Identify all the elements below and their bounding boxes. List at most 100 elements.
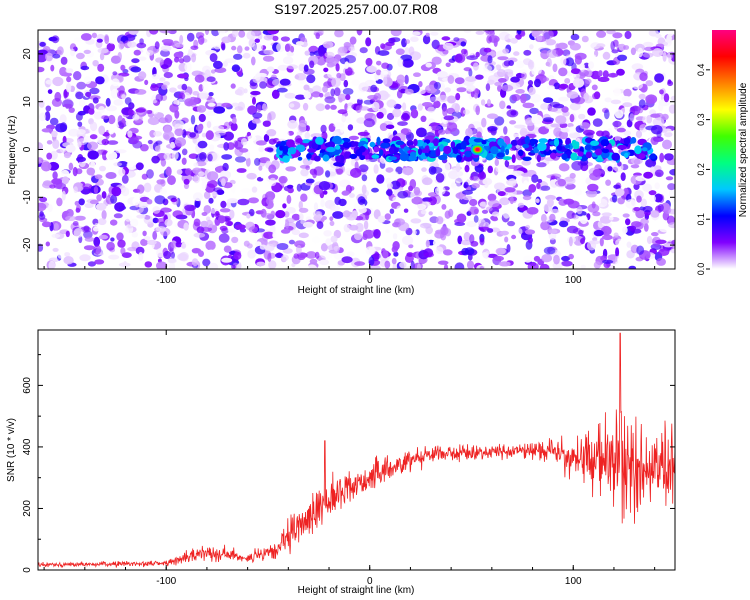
spectrogram-cell [391,246,398,253]
spectrogram-cell [668,222,675,229]
spectrogram-peak [475,147,480,152]
spectrogram-cell [38,66,45,73]
signal-band-cell [389,146,395,155]
spectrogram-cell [386,112,395,121]
signal-band-cell [373,146,380,153]
spectrogram-cell [302,221,314,228]
spectrogram-cell [560,127,570,133]
spectrogram-cell [309,60,315,69]
spectrogram-cell [558,67,568,77]
spectrogram-cell [96,194,102,202]
spectrogram-cell [168,261,176,269]
spectrogram-cell [217,30,226,36]
spectrogram-cell [525,224,531,230]
spectrogram-cell [183,178,190,185]
signal-band-cell [543,149,553,156]
spectrogram-cell [315,32,321,39]
spectrogram-cell [382,250,389,259]
spectrogram-cell [666,34,672,44]
spectrogram-cell [599,237,604,247]
spectrogram-cell [247,135,257,142]
signal-band-cell [561,153,568,160]
spectrogram-cell [383,76,388,85]
spectrogram-cell [659,152,665,163]
spectrogram-cell [332,211,344,219]
spectrogram-cell [622,213,630,218]
spectrogram-cell [330,88,336,97]
signal-band-cell [417,148,423,156]
signal-band-cell [510,139,519,146]
spectrogram-cell [393,251,399,257]
spectrogram-cell [258,165,263,171]
spectrogram-cell [587,183,599,192]
spectrogram-cell [218,233,230,243]
signal-band-cell [388,156,397,161]
spectrogram-cell [591,54,597,60]
spectrogram-cell [61,190,66,201]
spectrogram-cell [560,56,567,66]
signal-band-cell [279,145,284,151]
spectrogram-cell [416,127,427,138]
spectrogram-cell [108,254,120,260]
spectrogram-cell [662,51,667,62]
spectrogram-cell [119,221,124,226]
spectrogram-cell [192,91,199,96]
spectrogram-cell [313,202,319,212]
spectrogram-cell [655,239,667,244]
spectrogram-cell [496,69,506,78]
spectrogram-cell [200,226,213,232]
spectrogram-cell [231,45,237,51]
spectrogram-cell [88,108,95,115]
spectrogram-cell [190,114,196,125]
spectrogram-cell [421,102,433,107]
spectrogram-cell [248,226,258,233]
spectrogram-cell [425,62,432,68]
spectrogram-cell [97,47,109,54]
spectrogram-cell [118,40,124,50]
spectrogram-cell [655,33,662,39]
spectrogram-cell [479,201,491,207]
spectrogram-cell [86,167,96,176]
spectrogram-cell [385,177,392,185]
spectrogram-cell [134,252,140,260]
spectrogram-cell [199,46,206,52]
spectrogram-cell [613,184,621,189]
signal-band-cell [380,142,390,149]
spectrogram-cell [313,166,324,176]
spectrogram-cell [182,195,194,201]
colorbar-tick-label: 0.0 [696,263,706,276]
spectrogram-cell [221,36,232,44]
spectrogram-cell [579,122,591,130]
spectrogram-cell [90,160,96,168]
spectrogram-cell [202,81,209,92]
spectrogram-cell [544,39,556,46]
spectrogram-cell [181,148,188,156]
spectrogram-cell [351,79,360,86]
spectrogram-cell [217,264,223,269]
spectrogram-cell [58,205,69,210]
spectrogram-cell [627,225,637,231]
signal-band-cell [577,151,584,157]
spectrogram-cell [51,130,58,138]
spectrogram-cell [152,108,158,115]
spectrogram-cell [642,183,653,192]
spectrogram-cell [68,107,75,113]
spectrogram-cell [147,139,153,145]
spectrogram-cell [298,200,303,210]
spectrogram-cell [527,80,534,86]
signal-band-cell [564,144,571,149]
spectrogram-y-axis: -20 -10 0 10 20 [22,48,675,252]
spectrogram-cell [232,116,237,125]
spectrogram-cell [207,102,216,107]
spectrogram-cell [654,73,665,83]
spectrogram-cell [485,206,493,212]
spectrogram-cell [124,214,133,222]
spectrogram-cell [239,148,249,153]
spectrogram-cell [559,83,569,90]
spectrogram-cell [242,52,251,59]
spectrogram-cell [323,190,328,195]
spectrogram-cell [124,224,134,234]
y-tick-label: 10 [22,96,33,108]
spectrogram-cell [462,189,473,195]
spectrogram-cell [198,250,204,257]
